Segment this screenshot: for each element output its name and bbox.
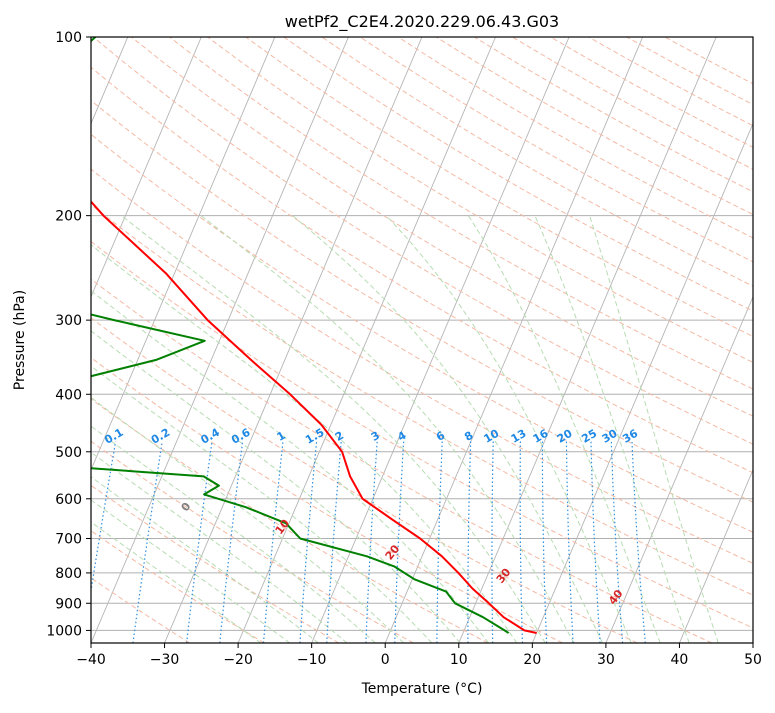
x-tick-label: 20 <box>523 652 541 668</box>
x-tick-label: −30 <box>150 652 180 668</box>
x-tick-label: 30 <box>597 652 615 668</box>
y-tick-label: 500 <box>55 445 82 461</box>
x-tick-label: −10 <box>297 652 327 668</box>
y-tick-label: 600 <box>55 492 82 508</box>
x-tick-label: 40 <box>671 652 689 668</box>
y-tick-label: 1000 <box>46 623 82 639</box>
y-tick-label: 200 <box>55 209 82 225</box>
x-tick-label: 0 <box>381 652 390 668</box>
y-tick-label: 900 <box>55 596 82 612</box>
y-tick-label: 300 <box>55 313 82 329</box>
x-tick-label: −20 <box>223 652 253 668</box>
y-tick-label: 400 <box>55 387 82 403</box>
y-axis-label: Pressure (hPa) <box>12 290 28 390</box>
x-tick-label: −40 <box>76 652 106 668</box>
y-tick-label: 700 <box>55 532 82 548</box>
x-tick-label: 10 <box>450 652 468 668</box>
x-axis-label: Temperature (°C) <box>361 681 483 697</box>
x-tick-label: 50 <box>744 652 762 668</box>
y-tick-label: 100 <box>55 30 82 46</box>
y-tick-label: 800 <box>55 566 82 582</box>
chart-title: wetPf2_C2E4.2020.229.06.43.G03 <box>285 12 559 32</box>
